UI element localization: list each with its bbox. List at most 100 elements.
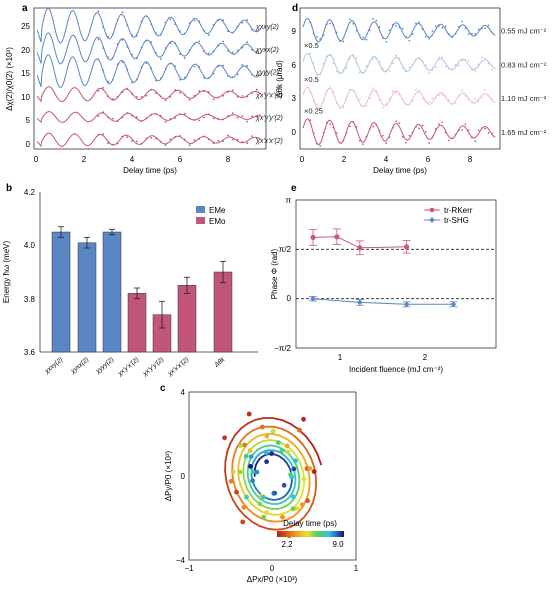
panel-a-data-point bbox=[116, 18, 119, 21]
panel-c-data-point bbox=[259, 424, 265, 430]
panel-d-data-point bbox=[434, 128, 437, 130]
panel-c-data-point bbox=[261, 494, 266, 500]
panel-c-trajectory-segment bbox=[253, 498, 260, 505]
panel-a-ytick: 0 bbox=[26, 140, 31, 149]
panel-a-data-point bbox=[222, 64, 225, 67]
panel-d-data-point bbox=[411, 131, 414, 134]
panel-a-data-point bbox=[97, 58, 100, 61]
panel-d-data-point bbox=[339, 107, 341, 110]
panel-a-data-point bbox=[155, 92, 157, 94]
panel-d-data-point bbox=[319, 73, 322, 76]
panel-a-data-point bbox=[111, 98, 114, 101]
panel-d-data-point bbox=[316, 142, 318, 145]
panel-d-data-point bbox=[464, 123, 467, 126]
panel-a-data-point bbox=[135, 96, 138, 98]
panel-d-data-point bbox=[481, 56, 483, 59]
panel-d-data-point bbox=[457, 95, 460, 97]
panel-d-data-point bbox=[424, 64, 427, 67]
panel-d-data-point bbox=[375, 19, 378, 22]
panel-c-trajectory-segment bbox=[296, 457, 302, 466]
panel-a-data-point bbox=[188, 22, 191, 24]
panel-a-data-point bbox=[131, 34, 133, 37]
panel-d-xtick: 4 bbox=[384, 155, 389, 164]
panel-e-letter: e bbox=[291, 183, 297, 194]
panel-a-data-point bbox=[179, 113, 181, 116]
panel-a-data-point bbox=[164, 67, 167, 70]
panel-d-data-point bbox=[335, 132, 338, 134]
panel-c-xlabel: ΔPx/P0 (×10³) bbox=[247, 575, 298, 584]
panel-c-data-point bbox=[279, 448, 285, 454]
panel-d-data-point bbox=[378, 61, 381, 63]
panel-c-trajectory-segment bbox=[224, 470, 228, 483]
panel-d-data-point bbox=[329, 54, 331, 57]
panel-a-data-point bbox=[251, 28, 253, 31]
panel-a-data-point bbox=[131, 92, 133, 95]
panel-a-data-point bbox=[227, 115, 229, 117]
panel-e-marker bbox=[450, 301, 457, 308]
panel-c-trajectory-segment bbox=[266, 519, 276, 523]
panel-d-data-point bbox=[438, 25, 440, 27]
panel-a-data-point bbox=[111, 33, 114, 36]
panel-a-data-point bbox=[155, 32, 157, 34]
panel-d-data-point bbox=[358, 34, 361, 37]
panel-a-data-point bbox=[251, 135, 253, 138]
panel-c-data-point bbox=[264, 510, 269, 515]
panel-c-data-point bbox=[250, 469, 256, 475]
panel-c-trajectory-segment bbox=[242, 476, 247, 485]
panel-a-data-point bbox=[131, 81, 133, 84]
panel-a-data-point bbox=[159, 140, 162, 143]
panel-a-data-point bbox=[179, 53, 181, 55]
panel-a-data-point bbox=[241, 95, 244, 97]
panel-c-trajectory-segment bbox=[239, 450, 244, 459]
panel-e-marker bbox=[403, 301, 410, 308]
panel-a-data-point bbox=[126, 24, 129, 26]
panel-d-data-point bbox=[428, 72, 430, 74]
panel-a-data-point bbox=[169, 18, 172, 21]
panel-d-ylabel: Δθk (μrad) bbox=[275, 60, 284, 98]
panel-c-trajectory-segment bbox=[305, 449, 312, 460]
panel-d-data-point bbox=[487, 132, 490, 134]
panel-d-data-point bbox=[474, 98, 477, 100]
panel-d-data-point bbox=[368, 60, 371, 62]
panel-a-data-point bbox=[246, 95, 249, 98]
panel-c-data-point bbox=[247, 448, 253, 453]
panel-a-data-point bbox=[246, 64, 249, 67]
panel-a-data-point bbox=[217, 65, 220, 68]
panel-a-data-point bbox=[145, 117, 148, 120]
panel-a-data-point bbox=[246, 142, 249, 145]
panel-a-data-point bbox=[251, 115, 253, 118]
panel-d-data-point bbox=[385, 40, 388, 43]
panel-d-data-point bbox=[312, 131, 315, 134]
panel-a-data-point bbox=[231, 89, 234, 92]
panel-c-trajectory-segment bbox=[285, 437, 294, 444]
panel-c-data-point bbox=[237, 469, 243, 475]
panel-a-fit-line bbox=[36, 111, 261, 124]
panel-a-data-point bbox=[198, 20, 201, 23]
panel-c-plot bbox=[222, 411, 323, 539]
panel-d-data-point bbox=[372, 87, 374, 89]
panel-a-data-point bbox=[155, 79, 157, 82]
panel-c-trajectory-segment bbox=[279, 434, 288, 440]
panel-d-data-point bbox=[329, 86, 331, 88]
panel-e-xlabel: Incident fluence (mJ cm⁻²) bbox=[349, 365, 443, 374]
panel-a-data-point bbox=[107, 80, 109, 83]
panel-d-data-point bbox=[375, 57, 378, 60]
panel-d-data-point bbox=[490, 31, 493, 34]
panel-a-data-point bbox=[183, 112, 186, 115]
panel-e-frame bbox=[295, 199, 497, 349]
panel-a-data-point bbox=[241, 46, 244, 49]
panel-d-data-point bbox=[355, 57, 358, 60]
panel-a-data-point bbox=[212, 24, 215, 26]
panel-c-data-point bbox=[284, 443, 290, 449]
panel-c-trajectory-segment bbox=[249, 493, 256, 501]
panel-c-trajectory-segment bbox=[295, 465, 300, 473]
panel-b-legend-eme: EMe bbox=[209, 206, 226, 215]
panel-d-data-point bbox=[451, 36, 454, 39]
panel-e-ytick: π bbox=[285, 196, 291, 205]
panel-d-data-point bbox=[451, 68, 454, 71]
panel-c-trajectory-segment bbox=[286, 515, 295, 521]
panel-b-bars bbox=[51, 226, 233, 353]
panel-a-data-point bbox=[107, 116, 109, 119]
panel-d-data-point bbox=[464, 94, 467, 97]
panel-c-data-point bbox=[269, 451, 274, 456]
